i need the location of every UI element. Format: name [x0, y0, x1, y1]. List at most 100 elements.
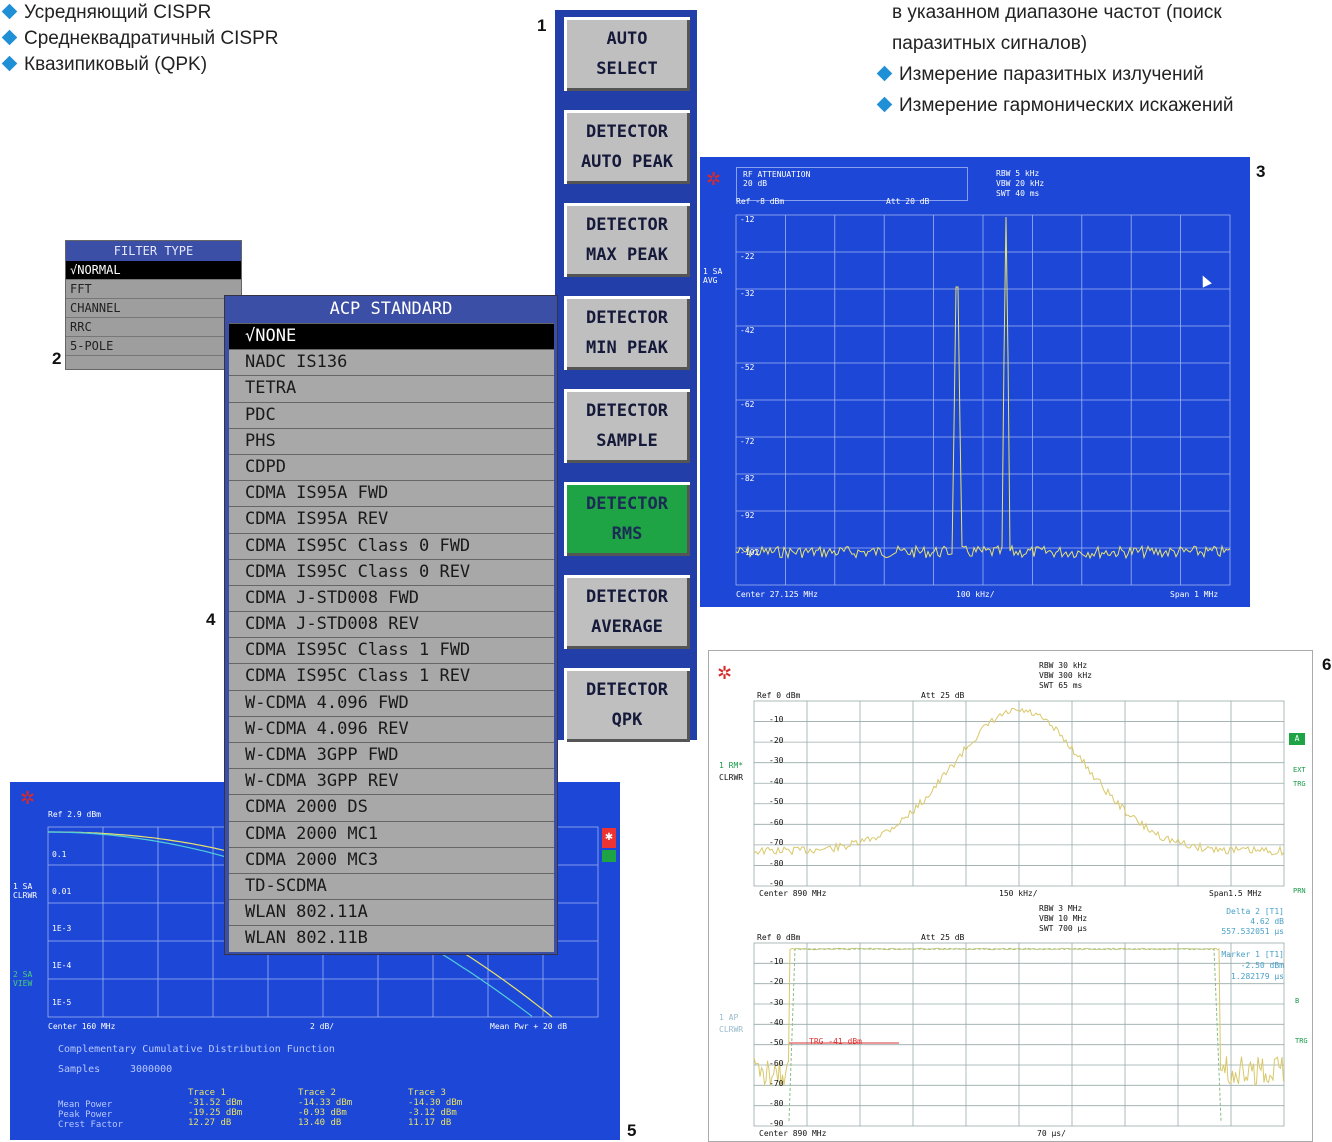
softkey-line1: DETECTOR [586, 494, 668, 514]
acp-menu-item[interactable]: CDMA J-STD008 REV [229, 611, 554, 638]
bullet-text: Усредняющий CISPR [24, 2, 212, 23]
softkey-auto-peak[interactable]: DETECTOR AUTO PEAK [564, 110, 690, 184]
acp-menu-item[interactable]: W-CDMA 4.096 FWD [229, 689, 554, 716]
y-tick-label: -80 [769, 1099, 784, 1109]
acp-menu-item[interactable]: CDPD [229, 453, 554, 481]
diamond-bullet-icon [876, 65, 893, 82]
div-value: 100 kHz/ [956, 590, 995, 599]
top-side-labels: EXT TRG [1293, 763, 1306, 791]
acp-menu-item[interactable]: W-CDMA 4.096 REV [229, 715, 554, 742]
filter-menu-item[interactable]: √NORMAL [66, 261, 241, 280]
figure-number: 1 [537, 16, 547, 35]
acp-menu-item[interactable]: CDMA 2000 MC3 [229, 846, 554, 873]
center-freq: Center 160 MHz [48, 1022, 116, 1031]
acp-menu-item[interactable]: CDMA IS95C Class 0 FWD [229, 532, 554, 559]
acp-menu-item[interactable]: CDMA 2000 MC1 [229, 820, 554, 847]
row-label: Crest Factor [58, 1120, 124, 1130]
diamond-bullet-icon [1, 3, 18, 20]
trace-label: 1 SA AVG [703, 267, 722, 285]
top-side-label: PRN [1293, 887, 1306, 895]
softkey-select[interactable]: AUTO SELECT [564, 17, 690, 91]
bullet-list-right: в указанном диапазоне частот (поиск пара… [875, 0, 1234, 119]
softkey-max-peak[interactable]: DETECTOR MAX PEAK [564, 203, 690, 277]
acp-menu-item[interactable]: CDMA IS95C Class 0 REV [229, 558, 554, 585]
acp-menu-item[interactable]: TD-SCDMA [229, 872, 554, 900]
y-tick-label: 0.1 [52, 850, 67, 859]
softkey-sample[interactable]: DETECTOR SAMPLE [564, 389, 690, 463]
y-tick-label: -30 [769, 756, 784, 765]
trigger-label: TRG -41 dBm [809, 1037, 862, 1046]
filter-menu-item[interactable]: RRC [66, 318, 241, 337]
acp-menu-item[interactable]: CDMA J-STD008 FWD [229, 584, 554, 612]
span-value: Span 1 MHz [1170, 590, 1219, 599]
trace-mode: AVG [703, 276, 718, 285]
acp-menu-title: ACP STANDARD [329, 299, 453, 319]
acp-menu-item[interactable]: PHS [229, 427, 554, 454]
bullet-item: Измерение паразитных излучений [875, 62, 1234, 88]
ref-level: Ref -8 dBm [736, 197, 785, 206]
acp-menu-item[interactable]: CDMA IS95C Class 1 REV [229, 663, 554, 690]
softkey-min-peak[interactable]: DETECTOR MIN PEAK [564, 296, 690, 370]
softkey-line2: MIN PEAK [586, 338, 668, 358]
ref-level: Ref 2.9 dBm [48, 810, 101, 819]
div-value: 2 dB/ [310, 1022, 335, 1031]
acp-menu-item[interactable]: W-CDMA 3GPP REV [229, 768, 554, 795]
stat-value: -3.12 dBm [408, 1108, 457, 1118]
acp-menu-item[interactable]: CDMA 2000 DS [229, 794, 554, 821]
filter-type-menu: FILTER TYPE √NORMAL FFT CHANNEL RRC 5-POLE [65, 240, 242, 370]
y-tick-label: -42 [740, 326, 755, 335]
filter-menu-item[interactable]: FFT [66, 280, 241, 299]
top-trace-mode: CLRWR [719, 773, 744, 782]
side-label: EXT [1293, 766, 1306, 774]
acp-menu-item[interactable]: W-CDMA 3GPP FWD [229, 742, 554, 769]
softkey-qpk[interactable]: DETECTOR QPK [564, 668, 690, 742]
y-tick-label: -22 [740, 252, 755, 261]
y-tick-label: -72 [740, 437, 755, 446]
stat-value: -0.93 dBm [298, 1108, 347, 1118]
rbw: RBW 30 kHz [1039, 661, 1088, 670]
softkey-rms[interactable]: DETECTOR RMS [564, 482, 690, 556]
side-label: TRG [1295, 1037, 1308, 1045]
acp-menu-item[interactable]: CDMA IS95C Class 1 FWD [229, 637, 554, 664]
diamond-bullet-icon [1, 29, 18, 46]
spectrum-plot-3 [735, 214, 1231, 586]
rs-logo-icon: ✲ [717, 663, 733, 683]
top-bw-readout: RBW 30 kHz VBW 300 kHz SWT 65 ms [1039, 661, 1092, 691]
marker-value: -2.50 dBm [1240, 961, 1284, 970]
swt: SWT 40 ms [996, 189, 1040, 198]
softkey-line1: DETECTOR [586, 215, 668, 235]
bottom-ref: Ref 0 dBm [757, 933, 801, 942]
bullet-item: Усредняющий CISPR [0, 0, 278, 26]
softkey-average[interactable]: DETECTOR AVERAGE [564, 575, 690, 649]
bottom-center: Center 890 MHz [759, 1129, 827, 1138]
softkey-line2: SAMPLE [596, 431, 658, 451]
bullet-item: Среднеквадратичный CISPR [0, 26, 278, 52]
acp-menu-item[interactable]: CDMA IS95A FWD [229, 480, 554, 507]
top-center: Center 890 MHz [759, 889, 827, 898]
filter-menu-item[interactable]: CHANNEL [66, 299, 241, 318]
bullet-continuation: в указанном диапазоне частот (поиск [892, 2, 1222, 23]
y-tick-label: -32 [740, 289, 755, 298]
attenuation-box: RF ATTENUATION 20 dB [736, 167, 968, 201]
mean-power-label: Mean Pwr + 20 dB [490, 1022, 568, 1031]
softkey-line2: RMS [611, 524, 643, 544]
acp-menu-item[interactable]: PDC [229, 401, 554, 428]
softkey-line1: DETECTOR [586, 401, 668, 421]
bottom-att: Att 25 dB [921, 933, 965, 942]
filter-menu-item[interactable]: 5-POLE [66, 337, 241, 356]
acp-menu-item[interactable]: √NONE [229, 323, 554, 350]
acp-menu-item[interactable]: TETRA [229, 375, 554, 402]
top-ref: Ref 0 dBm [757, 691, 801, 700]
y-tick-label: -50 [769, 1038, 784, 1048]
acp-menu-item[interactable]: WLAN 802.11B [229, 925, 554, 952]
bottom-trace-mode: CLRWR [719, 1025, 744, 1034]
att-value: Att 20 dB [886, 197, 930, 206]
acp-menu-item[interactable]: NADC IS136 [229, 349, 554, 376]
acp-menu-item[interactable]: WLAN 802.11A [229, 899, 554, 926]
top-trace: 1 RM* [719, 761, 744, 770]
stat-value: 11.17 dB [408, 1118, 452, 1128]
y-tick-label: -20 [769, 735, 784, 745]
bullet-text: Среднеквадратичный CISPR [24, 28, 279, 49]
softkey-line1: DETECTOR [586, 308, 668, 328]
acp-menu-item[interactable]: CDMA IS95A REV [229, 506, 554, 533]
